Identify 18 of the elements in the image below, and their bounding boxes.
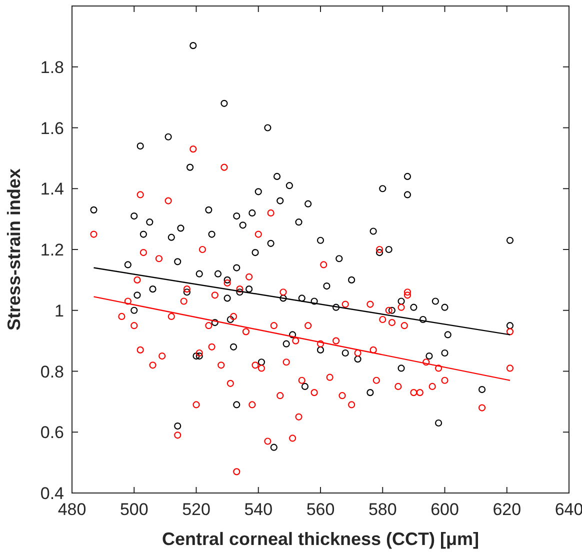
x-tick-label: 600 [430, 500, 459, 519]
y-tick-label: 0.4 [40, 484, 64, 503]
y-tick-label: 0.6 [40, 423, 64, 442]
y-tick-label: 1.2 [40, 240, 64, 260]
x-tick-label: 540 [244, 500, 273, 519]
x-tick-label: 520 [182, 500, 210, 519]
x-tick-label: 500 [120, 500, 148, 519]
x-tick-label: 560 [306, 500, 335, 519]
x-tick-label: 480 [58, 500, 86, 519]
y-axis-title: Stress-strain index [4, 168, 24, 331]
y-tick-label: 0.8 [40, 362, 64, 382]
x-tick-label: 620 [492, 500, 522, 519]
y-tick-label: 1.8 [40, 58, 64, 77]
x-axis-title: Central corneal thickness (CCT) [μm] [162, 529, 480, 549]
y-tick-label: 1.6 [40, 118, 64, 138]
y-tick-label: 1 [54, 301, 64, 320]
x-tick-label: 580 [368, 500, 397, 519]
y-tick-label: 1.4 [40, 180, 64, 199]
